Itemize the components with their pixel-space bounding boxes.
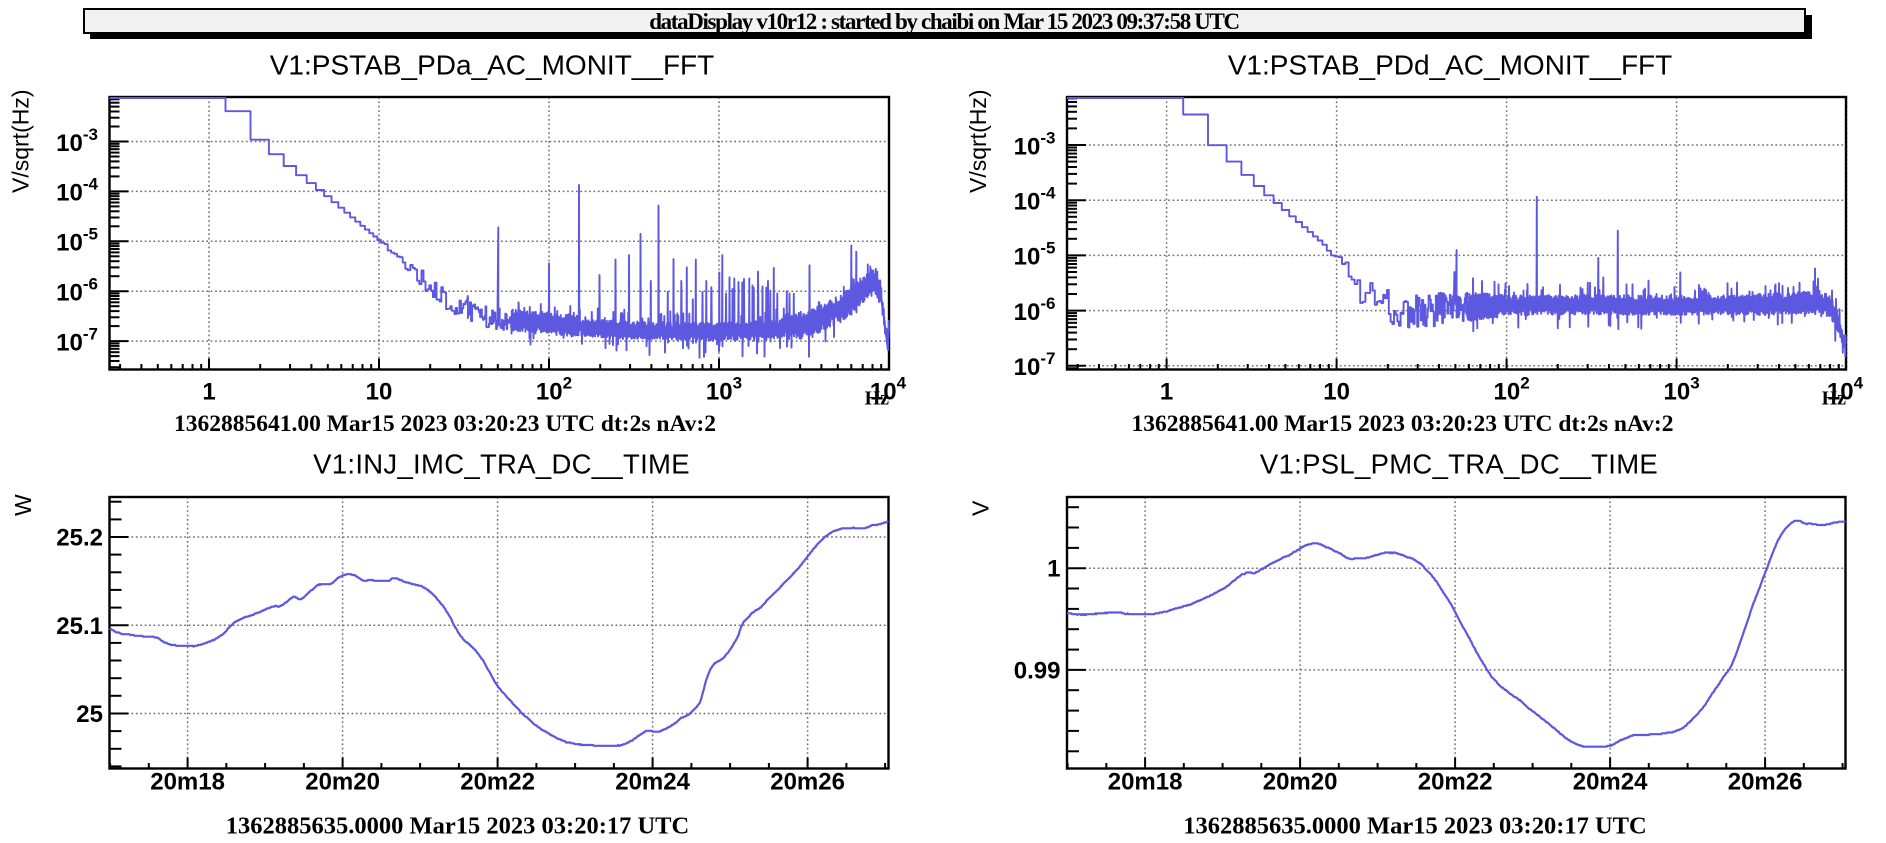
svg-text:W: W [10,494,36,516]
svg-text:V1:PSTAB_PDd_AC_MONIT__FFT: V1:PSTAB_PDd_AC_MONIT__FFT [1228,50,1673,81]
svg-text:20m24: 20m24 [1573,769,1648,796]
svg-text:102: 102 [536,374,572,406]
svg-text:25: 25 [76,701,103,728]
svg-text:20m18: 20m18 [150,769,225,796]
svg-text:V1:PSL_PMC_TRA_DC__TIME: V1:PSL_PMC_TRA_DC__TIME [1260,449,1658,480]
svg-text:V1:INJ_IMC_TRA_DC__TIME: V1:INJ_IMC_TRA_DC__TIME [313,449,690,480]
svg-text:1362885641.00 Mar15 2023 03:20: 1362885641.00 Mar15 2023 03:20:23 UTC dt… [174,411,716,437]
svg-text:1362885635.0000 Mar15 2023 03:: 1362885635.0000 Mar15 2023 03:20:17 UTC [226,813,689,840]
svg-text:1: 1 [1047,556,1060,583]
svg-text:20m26: 20m26 [770,769,845,796]
svg-text:0.99: 0.99 [1014,657,1061,684]
svg-text:10: 10 [1323,379,1350,406]
svg-text:10: 10 [366,379,393,406]
svg-text:10-4: 10-4 [56,175,98,207]
svg-text:1: 1 [1160,379,1173,406]
svg-text:20m22: 20m22 [1418,769,1493,796]
svg-text:20m20: 20m20 [305,769,380,796]
svg-text:20m22: 20m22 [460,769,535,796]
svg-text:10-6: 10-6 [1014,294,1056,326]
svg-text:25.1: 25.1 [56,613,103,640]
svg-text:dataDisplay v10r12 : started b: dataDisplay v10r12 : started by chaibi o… [649,9,1239,34]
svg-text:1362885641.00 Mar15 2023 03:20: 1362885641.00 Mar15 2023 03:20:23 UTC dt… [1132,411,1674,437]
svg-text:V/sqrt(Hz): V/sqrt(Hz) [965,90,991,194]
svg-text:25.2: 25.2 [56,525,103,552]
svg-text:20m24: 20m24 [615,769,690,796]
svg-text:V1:PSTAB_PDa_AC_MONIT__FFT: V1:PSTAB_PDa_AC_MONIT__FFT [270,50,715,81]
svg-text:V/sqrt(Hz): V/sqrt(Hz) [8,90,34,194]
svg-text:V: V [968,500,994,516]
svg-text:1362885635.0000 Mar15 2023 03:: 1362885635.0000 Mar15 2023 03:20:17 UTC [1183,813,1646,840]
svg-text:Hz: Hz [865,388,890,410]
svg-text:Hz: Hz [1822,388,1847,410]
svg-text:20m20: 20m20 [1263,769,1338,796]
svg-text:20m26: 20m26 [1728,769,1803,796]
svg-text:10-7: 10-7 [56,324,98,356]
svg-text:20m18: 20m18 [1108,769,1183,796]
svg-text:1: 1 [202,379,215,406]
